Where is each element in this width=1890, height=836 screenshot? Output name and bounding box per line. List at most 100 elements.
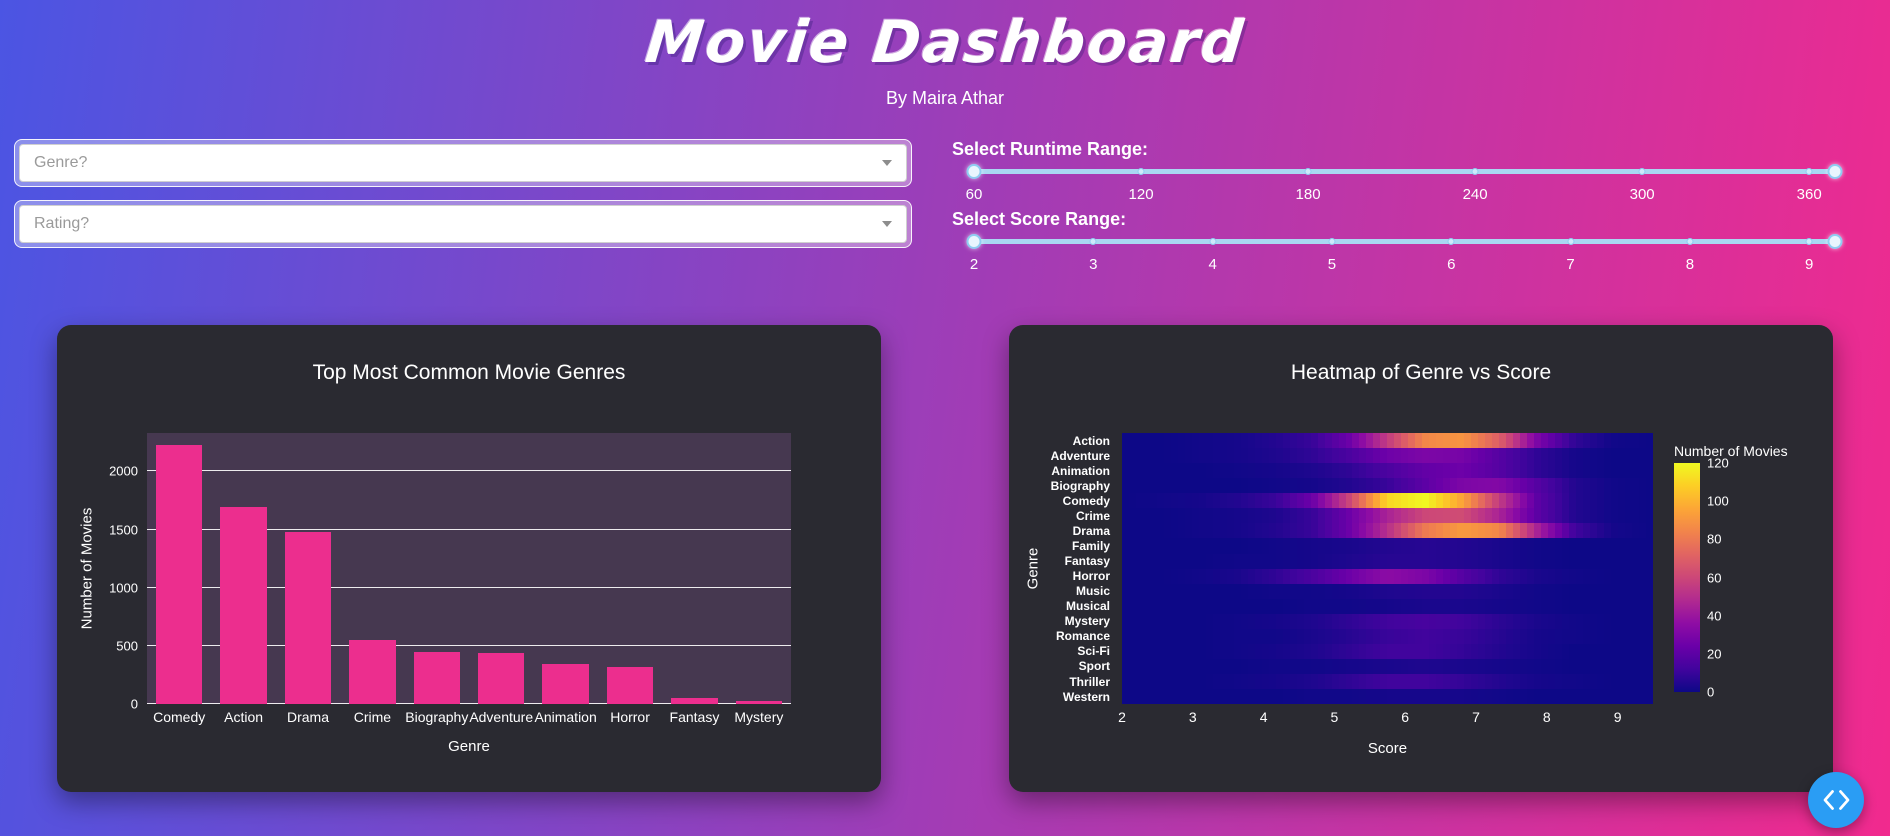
heatmap-cell [1541,689,1549,705]
heatmap-cell [1541,553,1549,569]
heatmap-cell [1296,658,1304,674]
heatmap-cell [1163,674,1171,690]
slider-handle-right[interactable] [1827,234,1843,249]
heatmap-cell [1415,658,1423,674]
heatmap-cell [1205,463,1213,479]
heatmap-cell [1534,463,1542,479]
heatmap-cell [1596,433,1604,449]
heatmap-cell [1380,674,1388,690]
heatmap-cell [1142,628,1150,644]
heatmap-cell [1317,643,1325,659]
heatmap-cell [1352,478,1360,494]
slider-handle-right[interactable] [1827,164,1843,179]
heatmap-cell [1247,538,1255,554]
carousel-nav-button[interactable] [1808,772,1864,828]
heatmap-cell [1471,598,1479,614]
slider-handle-left[interactable] [966,164,982,179]
heatmap-cell [1582,523,1590,539]
heatmap-cell [1149,463,1157,479]
heatmap-cell [1156,689,1164,705]
heatmap-cell [1191,643,1199,659]
heatmap-cell [1233,508,1241,524]
heatmap-cell [1310,538,1318,554]
heatmap-cell [1387,643,1395,659]
heatmap-cell [1191,538,1199,554]
heatmap-cell [1624,463,1632,479]
heatmap-cell [1380,613,1388,629]
score-range-slider[interactable] [966,231,1843,253]
heatmap-cell [1562,613,1569,629]
heatmap-cell [1205,613,1213,629]
heatmap-cell [1149,553,1157,569]
heatmap-cell [1177,674,1185,690]
slider-track[interactable] [974,169,1835,174]
heatmap-cell [1575,613,1583,629]
heatmap-cell [1177,508,1185,524]
heatmap-cell [1170,628,1178,644]
heatmap-cell [1254,689,1262,705]
heatmap-cell [1555,568,1563,584]
heatmap-cell [1506,674,1514,690]
heatmap-cell [1142,433,1150,449]
heatmap-cell [1548,674,1556,690]
slider-track[interactable] [974,239,1835,244]
heatmap-cell [1436,553,1444,569]
heatmap-cell [1562,628,1569,644]
heatmap-cell [1135,478,1143,494]
heatmap-cell [1436,628,1444,644]
heatmap-cell [1471,628,1479,644]
heatmap-cell [1156,628,1164,644]
slider-handle-left[interactable] [966,234,982,249]
heatmap-cell [1617,478,1625,494]
heatmap-cell [1226,628,1234,644]
runtime-range-slider[interactable] [966,161,1843,183]
heatmap-cell [1359,689,1367,705]
heatmap-cell [1638,658,1646,674]
heatmap-cell [1478,568,1486,584]
chevron-down-icon[interactable] [882,160,892,166]
bar-chart-x-axis-title: Genre [448,738,490,755]
heatmap-cell [1624,478,1632,494]
heatmap-cell [1429,463,1437,479]
heatmap-row [1122,674,1653,690]
heatmap-genre-label: Family [1071,538,1110,553]
heatmap-cell [1135,433,1143,449]
bar-chart-y-tick-label: 1000 [109,580,138,596]
chevron-down-icon[interactable] [882,221,892,227]
heatmap-cell [1156,598,1164,614]
heatmap-cell [1610,583,1618,599]
heatmap-cell [1478,643,1486,659]
heatmap-cell [1331,674,1339,690]
heatmap-cell [1289,553,1297,569]
heatmap-cell [1366,568,1374,584]
heatmap-cell [1338,643,1346,659]
rating-dropdown[interactable]: Rating? [19,205,907,243]
heatmap-cell [1541,613,1549,629]
heatmap-cell [1303,628,1311,644]
heatmap-cell [1631,689,1639,705]
heatmap-cell [1331,448,1339,464]
heatmap-cell [1415,478,1423,494]
heatmap-cell [1184,433,1192,449]
heatmap-cell [1569,689,1576,705]
heatmap-cell [1380,463,1388,479]
heatmap-cell [1191,433,1199,449]
heatmap-cell [1163,583,1171,599]
heatmap-cell [1617,463,1625,479]
heatmap-cell [1478,478,1486,494]
heatmap-cell [1582,674,1590,690]
heatmap-cell [1569,674,1576,690]
bar-horror [606,666,654,704]
bar-slot [469,433,533,704]
genre-dropdown[interactable]: Genre? [19,144,907,182]
heatmap-cell [1240,613,1248,629]
heatmap-cell [1240,643,1248,659]
heatmap-cell [1527,643,1535,659]
heatmap-cell [1324,553,1332,569]
heatmap-cell [1366,478,1374,494]
heatmap-cell [1492,613,1500,629]
heatmap-cell [1506,538,1514,554]
heatmap-cell [1261,478,1269,494]
heatmap-cell [1527,628,1535,644]
heatmap-cell [1464,689,1472,705]
